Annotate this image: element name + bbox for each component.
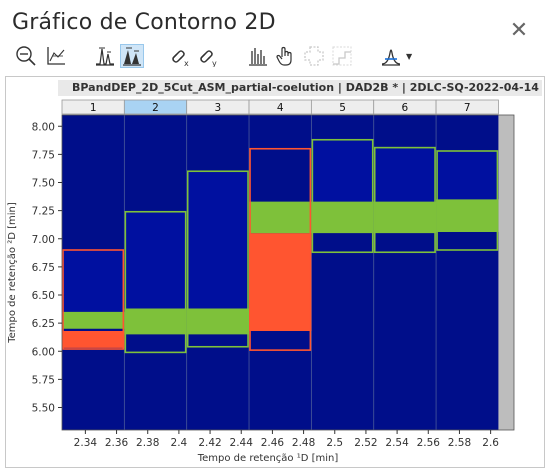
peak-detect-icon[interactable]: [93, 44, 117, 68]
signal-region: [124, 211, 187, 309]
y-tick-label: 5.75: [32, 374, 55, 386]
y-tick-label: 7.00: [32, 234, 55, 246]
signal-region: [186, 171, 250, 309]
y-tick-label: 5.50: [32, 403, 55, 415]
chart-title: BPandDEP_2D_5Cut_ASM_partial-coelution |…: [58, 80, 542, 96]
signal-region: [311, 139, 374, 202]
step-region-icon[interactable]: [330, 44, 354, 68]
y-tick-label: 6.75: [32, 262, 55, 274]
modulation-header[interactable]: [435, 99, 499, 115]
peak-shape-icon[interactable]: [379, 44, 403, 68]
modulation-label: 4: [277, 102, 284, 114]
modulation-label: 6: [402, 102, 409, 114]
modulation-label: 5: [339, 102, 346, 114]
peak-outline[interactable]: [124, 210, 187, 354]
x-axis-label: Tempo de retenção ¹D [min]: [197, 453, 339, 464]
y-tick-label: 7.50: [32, 178, 55, 190]
hand-pan-icon[interactable]: [273, 44, 297, 68]
add-region-icon[interactable]: [302, 44, 326, 68]
x-tick-label: 2.6: [482, 437, 499, 449]
x-tick-label: 2.5: [326, 437, 343, 449]
link-x-icon[interactable]: x: [169, 44, 193, 68]
y-tick-label: 6.25: [32, 318, 55, 330]
y-tick-label: 7.75: [32, 149, 55, 161]
peak-band[interactable]: [186, 308, 250, 335]
modulation-label: 2: [152, 102, 159, 114]
peak-shape-dropdown-icon[interactable]: ▼: [406, 52, 413, 61]
peak-band[interactable]: [436, 199, 499, 232]
unsampled-region: [498, 115, 514, 430]
modulation-label: 3: [215, 102, 222, 114]
x-tick-label: 2.44: [230, 437, 254, 449]
x-tick-label: 2.4: [171, 437, 188, 449]
link-y-icon[interactable]: y: [197, 44, 221, 68]
x-tick-label: 2.52: [354, 437, 377, 449]
peak-outline[interactable]: [311, 138, 374, 254]
peak-band[interactable]: [249, 233, 312, 331]
spectrum-bars-icon[interactable]: [246, 44, 270, 68]
peak-band[interactable]: [62, 331, 125, 348]
x-tick-label: 2.36: [105, 437, 129, 449]
plot-frame: [61, 114, 515, 431]
x-tick-label: 2.58: [448, 437, 471, 449]
zoom-out-icon[interactable]: [14, 44, 38, 68]
peak-outline[interactable]: [436, 150, 499, 251]
svg-text:y: y: [212, 59, 217, 67]
signal-region: [436, 151, 499, 200]
peak-outline[interactable]: [62, 249, 125, 350]
x-tick-label: 2.56: [417, 437, 441, 449]
y-tick-label: 7.25: [32, 206, 55, 218]
peak-band[interactable]: [373, 201, 437, 234]
peak-band[interactable]: [249, 201, 312, 234]
peak-outline[interactable]: [249, 147, 312, 351]
close-button[interactable]: ✕: [509, 18, 529, 43]
x-tick-label: 2.46: [261, 437, 285, 449]
modulation-label: 1: [90, 102, 97, 114]
window-title: Gráfico de Contorno 2D: [12, 10, 276, 35]
x-tick-label: 2.54: [385, 437, 409, 449]
axis-scale-icon[interactable]: [44, 44, 68, 68]
peak-outline[interactable]: [186, 170, 249, 348]
peak-area-icon[interactable]: [120, 44, 144, 68]
signal-region: [373, 147, 437, 202]
toolbar: x y ▼: [0, 42, 548, 72]
y-tick-label: 8.00: [32, 121, 55, 133]
peak-band[interactable]: [124, 308, 187, 335]
chart-panel: [5, 76, 545, 468]
peak-outline[interactable]: [373, 146, 436, 254]
peak-band[interactable]: [62, 311, 125, 329]
x-tick-label: 2.42: [198, 437, 221, 449]
peak-band[interactable]: [311, 201, 374, 234]
modulation-label: 7: [464, 102, 471, 114]
y-axis-label: Tempo de retenção ²D [min]: [7, 202, 18, 344]
x-tick-label: 2.34: [74, 437, 98, 449]
y-tick-label: 6.00: [32, 346, 55, 358]
x-tick-label: 2.48: [292, 437, 315, 449]
x-tick-label: 2.38: [136, 437, 159, 449]
svg-text:x: x: [184, 59, 189, 67]
signal-region: [62, 250, 125, 312]
y-tick-label: 6.50: [32, 290, 55, 302]
